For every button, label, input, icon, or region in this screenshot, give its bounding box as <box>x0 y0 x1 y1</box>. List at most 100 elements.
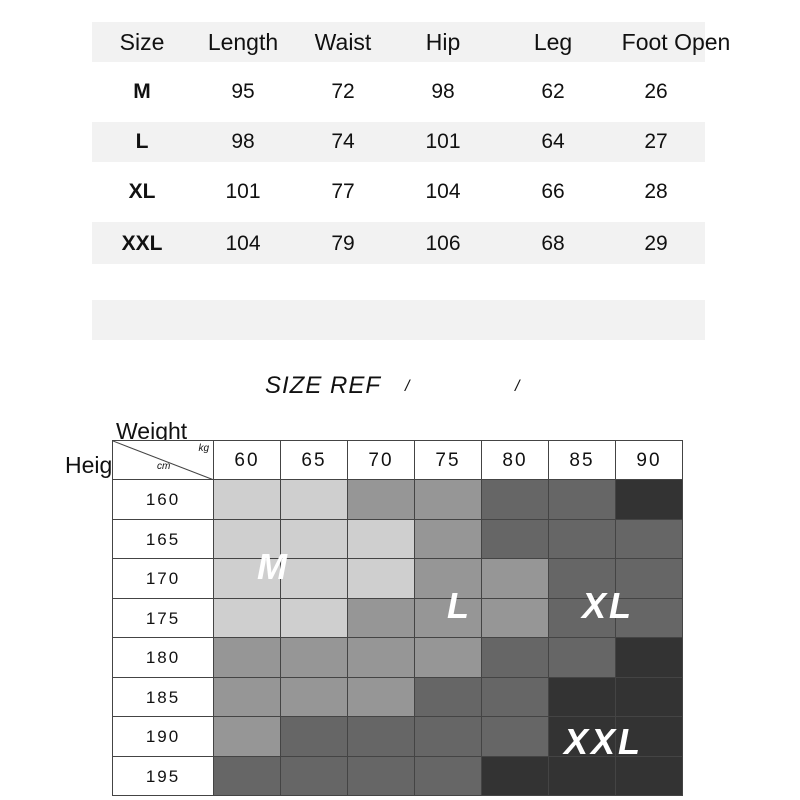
size-zone-label: XL <box>582 585 635 626</box>
grid-cell <box>615 518 683 559</box>
table-cell: 27 <box>644 130 668 153</box>
grid-cell <box>615 676 683 717</box>
table-cell: 68 <box>541 232 565 255</box>
size-label: M <box>133 80 151 103</box>
size-zone-label: XXL <box>564 721 644 762</box>
grid-cell <box>481 676 549 717</box>
height-label: 160 <box>112 479 214 520</box>
height-label: 175 <box>112 597 214 638</box>
column-header: Hip <box>425 29 461 55</box>
weight-header: 60 <box>213 440 281 480</box>
table-cell: 62 <box>541 80 565 103</box>
weight-header: 70 <box>347 440 415 480</box>
grid-cell <box>347 597 415 638</box>
height-label: 190 <box>112 716 214 757</box>
size-label: L <box>135 130 149 153</box>
grid-cell <box>347 755 415 796</box>
grid-cell <box>414 676 482 717</box>
size-label: XL <box>128 180 156 203</box>
grid-cell <box>481 716 549 757</box>
weight-header: 85 <box>548 440 616 480</box>
row-stripe <box>92 122 705 162</box>
slash: / <box>515 378 520 395</box>
grid-cell <box>280 716 348 757</box>
table-cell: 101 <box>225 180 261 203</box>
corner-cell: kg cm <box>112 440 215 481</box>
grid-cell <box>347 716 415 757</box>
table-cell: 28 <box>644 180 668 203</box>
grid-cell <box>280 755 348 796</box>
grid-cell <box>548 637 616 678</box>
table-cell: 101 <box>425 130 461 153</box>
grid-cell <box>213 755 281 796</box>
table-cell: 104 <box>425 180 461 203</box>
grid-cell <box>548 676 616 717</box>
size-zone-label: M <box>257 546 290 587</box>
grid-cell <box>414 716 482 757</box>
grid-cell <box>481 558 549 599</box>
column-header: Waist <box>314 29 372 55</box>
grid-cell <box>347 637 415 678</box>
weight-header: 80 <box>481 440 549 480</box>
table-cell: 29 <box>644 232 668 255</box>
weight-header: 90 <box>615 440 683 480</box>
size-label: XXL <box>121 232 163 255</box>
size-ref-title: SIZE REF <box>265 372 382 399</box>
grid-cell <box>213 479 281 520</box>
weight-axis-label: Weight <box>116 418 188 444</box>
height-label: 180 <box>112 637 214 678</box>
column-header: Size <box>119 29 165 55</box>
table-cell: 98 <box>231 130 255 153</box>
grid-cell <box>414 558 482 599</box>
table-cell: 26 <box>644 80 668 103</box>
grid-cell <box>280 597 348 638</box>
height-unit: cm <box>157 461 171 472</box>
column-header: Length <box>207 29 279 55</box>
grid-cell <box>280 479 348 520</box>
grid-cell <box>548 518 616 559</box>
column-header: Leg <box>533 29 573 55</box>
row-stripe <box>92 22 705 62</box>
grid-cell <box>615 597 683 638</box>
grid-cell <box>280 676 348 717</box>
table-cell: 77 <box>331 180 355 203</box>
grid-cell <box>481 597 549 638</box>
row-stripe <box>92 300 705 340</box>
grid-cell <box>414 637 482 678</box>
table-cell: 66 <box>541 180 565 203</box>
slash: / <box>405 378 410 395</box>
weight-unit: kg <box>198 443 209 454</box>
grid-cell <box>548 479 616 520</box>
grid-cell <box>414 755 482 796</box>
grid-cell <box>615 479 683 520</box>
grid-cell <box>280 637 348 678</box>
grid-cell <box>347 558 415 599</box>
height-label: 185 <box>112 676 214 717</box>
grid-cell <box>548 755 616 796</box>
size-zone-label: L <box>447 585 472 626</box>
table-cell: 104 <box>225 232 261 255</box>
grid-cell <box>615 755 683 796</box>
grid-cell <box>213 597 281 638</box>
column-header: Foot Open <box>621 29 731 55</box>
row-stripe <box>92 222 705 264</box>
table-cell: 72 <box>331 80 355 103</box>
height-label: 165 <box>112 518 214 559</box>
grid-cell <box>280 558 348 599</box>
grid-cell <box>481 518 549 559</box>
table-cell: 106 <box>425 232 461 255</box>
table-cell: 98 <box>431 80 455 103</box>
grid-cell <box>347 479 415 520</box>
grid-cell <box>615 637 683 678</box>
grid-cell <box>213 518 281 559</box>
height-label: 170 <box>112 558 214 599</box>
grid-cell <box>414 479 482 520</box>
grid-cell <box>414 518 482 559</box>
weight-header: 65 <box>280 440 348 480</box>
grid-cell <box>481 755 549 796</box>
grid-cell <box>280 518 348 559</box>
height-label: 195 <box>112 755 214 796</box>
grid-cell <box>213 676 281 717</box>
table-cell: 95 <box>231 80 255 103</box>
grid-cell <box>347 676 415 717</box>
